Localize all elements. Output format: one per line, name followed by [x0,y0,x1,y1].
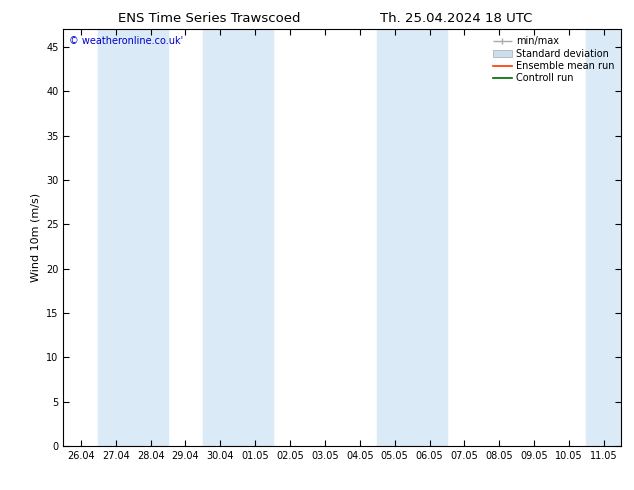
Bar [98,29,168,446]
Bar [203,29,273,446]
Y-axis label: Wind 10m (m/s): Wind 10m (m/s) [30,193,41,282]
Bar [586,29,634,446]
Text: © weatheronline.co.uk': © weatheronline.co.uk' [69,36,183,46]
Bar [377,29,447,446]
Text: Th. 25.04.2024 18 UTC: Th. 25.04.2024 18 UTC [380,12,533,25]
Text: ENS Time Series Trawscoed: ENS Time Series Trawscoed [118,12,301,25]
Legend: min/max, Standard deviation, Ensemble mean run, Controll run: min/max, Standard deviation, Ensemble me… [491,34,616,85]
